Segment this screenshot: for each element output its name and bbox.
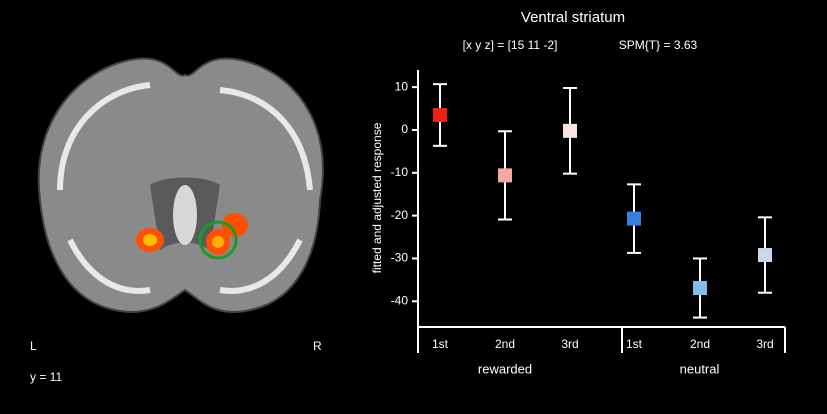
y-tick-label: 10	[395, 79, 409, 93]
right-label: R	[313, 339, 322, 353]
x-tick-label: 1st	[626, 337, 643, 351]
y-tick-label: -10	[391, 165, 409, 179]
x-tick-label: 3rd	[561, 337, 578, 351]
x-tick-label: 2nd	[495, 337, 515, 351]
x-tick-label: 2nd	[690, 337, 710, 351]
y-tick-label: 0	[401, 122, 408, 136]
group-label: rewarded	[478, 361, 532, 376]
left-label: L	[30, 339, 37, 353]
y-tick-label: -40	[391, 293, 409, 307]
x-tick-label: 1st	[432, 337, 449, 351]
chart-title: Ventral striatum	[521, 9, 625, 26]
x-tick-label: 3rd	[756, 337, 773, 351]
marker	[433, 107, 447, 122]
brain-slice	[37, 57, 324, 313]
y-axis-label: fitted and adjusted response	[370, 122, 384, 273]
marker	[498, 168, 512, 183]
y-tick-label: -30	[391, 251, 409, 265]
marker	[563, 123, 577, 138]
slice-label: y = 11	[30, 370, 62, 384]
y-tick-label: -20	[391, 208, 409, 222]
marker	[627, 211, 641, 226]
coordinates: [x y z] = [15 11 -2]	[463, 38, 558, 52]
marker	[693, 281, 707, 296]
marker	[758, 248, 772, 263]
group-label: neutral	[680, 361, 720, 376]
statistic: SPM{T} = 3.63	[619, 38, 698, 52]
